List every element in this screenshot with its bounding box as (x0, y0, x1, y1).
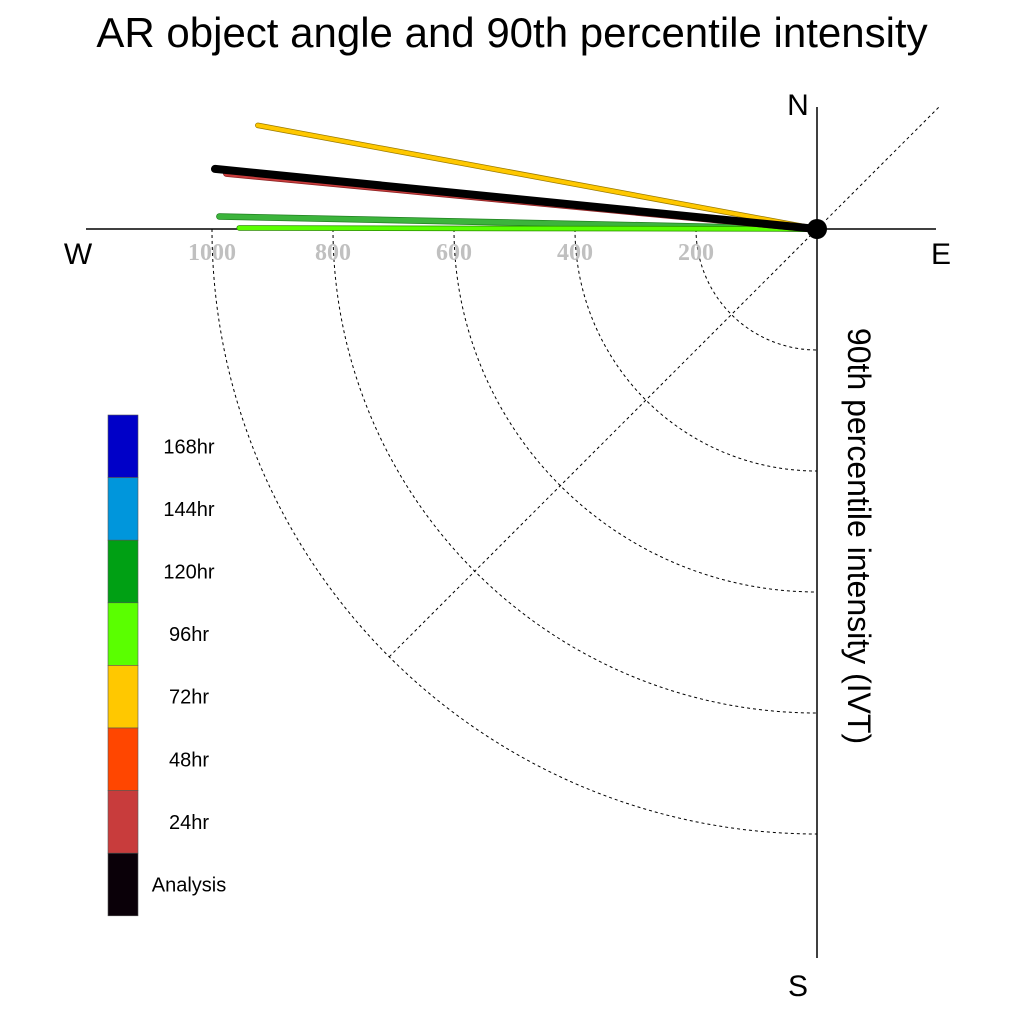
polar-grid (211, 107, 939, 835)
vector-series (210, 122, 821, 233)
direction-east: E (931, 238, 951, 271)
direction-north: N (787, 89, 809, 122)
vector-analysis (210, 164, 821, 233)
grid-arc-400 (574, 228, 818, 472)
legend: 168hr 144hr 120hr 96hr 72hr 48hr 24hr Analysis (107, 414, 226, 917)
legend-label: Analysis (152, 875, 226, 897)
legend-label: 168hr (163, 436, 214, 458)
legend-swatch (107, 852, 139, 917)
y-axis-label: 90th percentile intensity (IVT) (841, 328, 877, 744)
radial-tick-label: 200 (678, 240, 714, 266)
legend-swatch (107, 727, 139, 791)
grid-arc-800 (332, 228, 818, 714)
radial-tick-labels: 1000 800 600 400 200 (188, 240, 714, 266)
radial-tick-label: 400 (557, 240, 593, 266)
legend-label: 24hr (169, 812, 209, 834)
radial-tick-label: 600 (436, 240, 472, 266)
grid-arc-200 (695, 228, 818, 351)
legend-label: 96hr (169, 624, 209, 646)
legend-label: 144hr (163, 499, 214, 521)
legend-label: 120hr (163, 562, 214, 584)
vector-72hr (255, 123, 819, 231)
legend-label: 72hr (169, 687, 209, 709)
legend-swatch (107, 477, 139, 541)
direction-west: W (64, 238, 93, 271)
grid-diagonal (386, 107, 939, 660)
legend-swatch (107, 414, 139, 478)
legend-label: 48hr (169, 749, 209, 771)
vector-96hr (237, 225, 819, 231)
chart-title: AR object angle and 90th percentile inte… (96, 9, 928, 56)
legend-swatch (107, 665, 139, 729)
legend-swatch (107, 539, 139, 604)
legend-swatch (107, 790, 139, 854)
direction-south: S (788, 970, 808, 1003)
radial-tick-label: 800 (315, 240, 351, 266)
radial-tick-label: 1000 (188, 240, 236, 266)
origin-marker (807, 219, 827, 239)
legend-swatch (107, 602, 139, 666)
